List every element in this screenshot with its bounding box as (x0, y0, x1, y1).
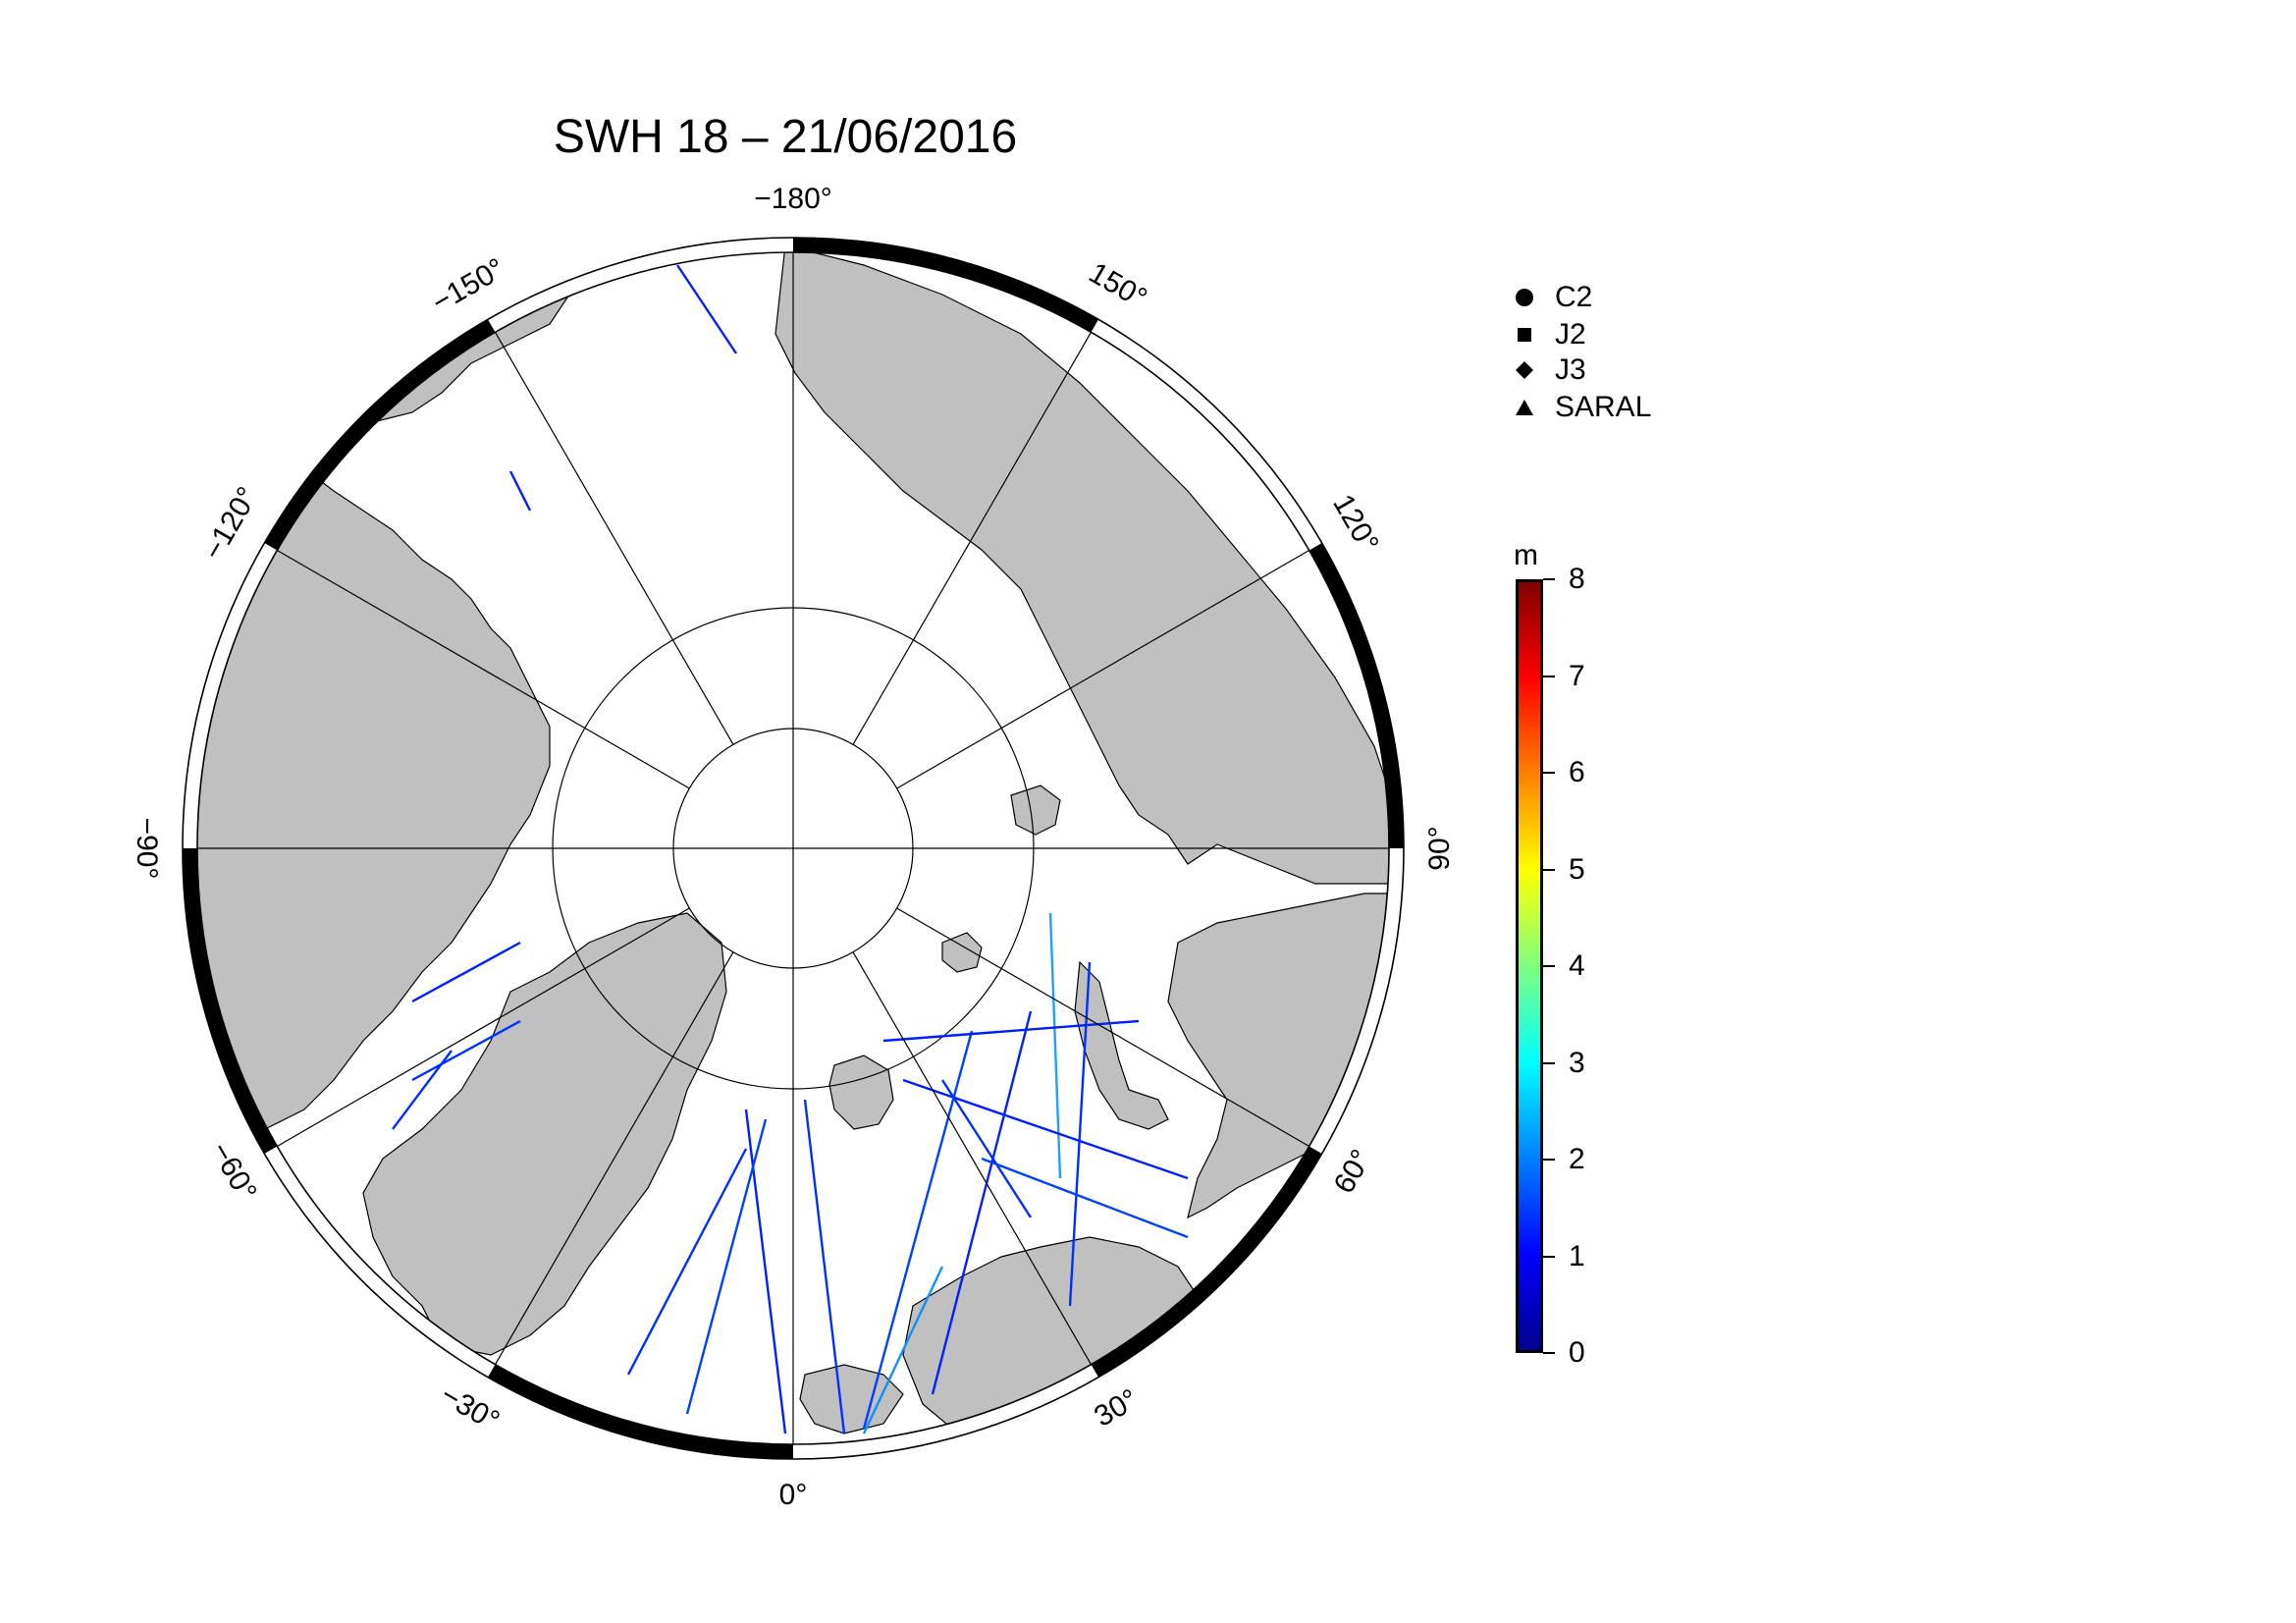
meridian-line (277, 907, 690, 1148)
colorbar-tick (1543, 868, 1555, 871)
track (626, 1148, 748, 1376)
track (981, 1157, 1189, 1239)
colorbar-tick-label: 8 (1569, 563, 1585, 595)
colorbar-tick (1543, 1159, 1555, 1161)
severnaya-zemlya-land (1010, 784, 1061, 836)
longitude-label: 150° (1084, 256, 1152, 315)
legend-label: J2 (1555, 318, 1586, 351)
triangle-icon (1512, 395, 1537, 420)
frame-segment (1308, 543, 1404, 848)
colorbar-tick (1543, 675, 1555, 677)
siberia-land (774, 252, 1389, 885)
altimeter-tracks (392, 264, 1189, 1434)
circle-icon (1512, 285, 1537, 310)
meridian-line (896, 549, 1309, 789)
legend-item-saral: SARAL (1512, 389, 1651, 426)
longitude-label: −90° (131, 818, 163, 880)
square-icon (1512, 322, 1537, 348)
colorbar-tick (1543, 1352, 1555, 1354)
longitude-label: −30° (435, 1379, 505, 1437)
north-america-land (197, 431, 551, 1150)
meridian-line (494, 951, 734, 1365)
track (862, 1266, 944, 1434)
colorbar-tick (1543, 1061, 1555, 1064)
longitude-label: 30° (1089, 1383, 1144, 1434)
frame-segment (183, 848, 278, 1154)
meridian-line (852, 951, 1093, 1365)
colorbar-tick-label: 6 (1569, 756, 1585, 788)
colorbar-tick-label: 5 (1569, 852, 1585, 886)
legend-item-j3: J3 (1512, 352, 1586, 389)
track (882, 1019, 1140, 1043)
legend-label: J3 (1555, 353, 1586, 386)
colorbar-tick-label: 1 (1569, 1239, 1585, 1272)
meridian-line (896, 907, 1309, 1148)
longitude-label: −60° (204, 1137, 263, 1207)
colorbar-tick-label: 4 (1569, 949, 1585, 982)
longitude-label: −180° (754, 183, 832, 215)
track (803, 1099, 846, 1434)
longitude-label: −150° (427, 252, 510, 319)
frame-inner (196, 251, 1390, 1445)
diamond-icon (1512, 357, 1537, 383)
colorbar-unit: m (1514, 539, 1538, 571)
colorbar (1516, 579, 1543, 1353)
colorbar-tick (1543, 1255, 1555, 1258)
frame-segment (264, 319, 496, 551)
longitude-label: 120° (1326, 489, 1385, 558)
colorbar-tick (1543, 965, 1555, 967)
track (940, 1079, 1033, 1218)
track (931, 1010, 1033, 1395)
franz-josef-land (941, 932, 983, 973)
frame-segment (1091, 1146, 1322, 1378)
colorbar-tick-label: 3 (1569, 1046, 1585, 1079)
frame-segment (793, 238, 1098, 333)
meridian-line (852, 332, 1093, 745)
colorbar-tick (1543, 772, 1555, 774)
frame-segment (488, 1364, 793, 1459)
longitude-label: −120° (197, 482, 264, 566)
colorbar-tick-label: 7 (1569, 659, 1585, 692)
colorbar-tick-label: 2 (1569, 1143, 1585, 1175)
colorbar-tick (1543, 578, 1555, 580)
meridian-line (277, 549, 690, 789)
legend-item-c2: C2 (1512, 279, 1592, 316)
legend-label: C2 (1555, 281, 1593, 313)
track (685, 1118, 768, 1415)
track (1068, 961, 1092, 1307)
meridians (197, 252, 1389, 1444)
track (744, 1109, 787, 1434)
legend-item-j2: J2 (1512, 316, 1586, 353)
track (902, 1078, 1189, 1180)
track (411, 1019, 521, 1082)
page-title: SWH 18 – 21/06/2016 (553, 111, 1018, 163)
frame-ring (183, 238, 1404, 1459)
track (508, 470, 532, 512)
longitude-label: 0° (779, 1479, 808, 1511)
legend-label: SARAL (1555, 391, 1652, 423)
track (676, 264, 737, 354)
longitude-label: 60° (1328, 1144, 1378, 1199)
meridian-line (494, 332, 734, 745)
colorbar-tick-label: 0 (1569, 1336, 1585, 1369)
track (411, 941, 521, 1003)
longitude-label: 90° (1423, 826, 1456, 870)
